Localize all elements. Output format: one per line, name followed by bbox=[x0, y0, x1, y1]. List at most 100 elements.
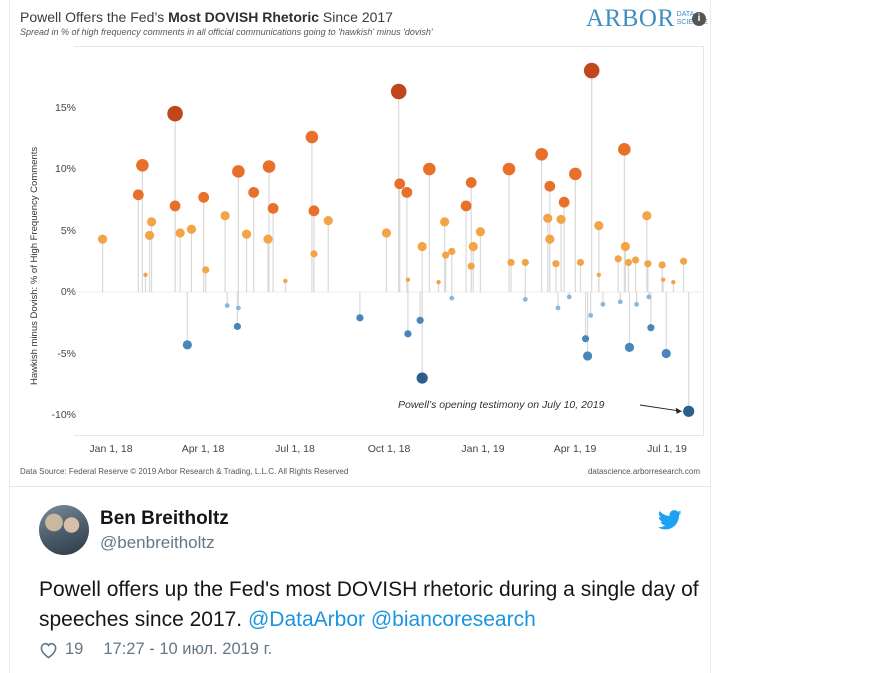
data-point bbox=[305, 130, 319, 144]
data-point bbox=[308, 205, 320, 217]
data-point bbox=[241, 229, 252, 239]
x-tick-label: Jul 1, 19 bbox=[647, 443, 687, 455]
data-point bbox=[642, 211, 652, 221]
source-url[interactable]: datascience.arborresearch.com bbox=[587, 467, 700, 476]
data-point bbox=[323, 216, 333, 226]
data-point bbox=[661, 348, 671, 359]
data-point bbox=[543, 213, 553, 223]
data-point bbox=[167, 105, 183, 122]
data-point bbox=[545, 234, 555, 244]
data-point bbox=[132, 189, 144, 201]
data-source: Data Source: Federal Reserve © 2019 Arbo… bbox=[20, 467, 349, 476]
data-point bbox=[631, 256, 640, 264]
data-point bbox=[381, 228, 392, 238]
data-point bbox=[169, 200, 181, 212]
data-point bbox=[581, 335, 590, 343]
tweet-meta: 19 17:27 - 10 июл. 2019 г. bbox=[39, 640, 272, 659]
data-point bbox=[507, 258, 515, 267]
data-point bbox=[97, 234, 108, 244]
data-point bbox=[647, 324, 655, 332]
chart-image[interactable]: Powell Offers the Fed’s Most DOVISH Rhet… bbox=[10, 0, 710, 486]
tweet-text: Powell offers up the Fed's most DOVISH r… bbox=[39, 578, 699, 631]
data-point bbox=[248, 186, 260, 198]
data-point bbox=[405, 277, 411, 282]
data-point bbox=[283, 278, 288, 284]
data-point bbox=[558, 196, 570, 208]
data-point bbox=[390, 83, 407, 100]
data-point bbox=[600, 301, 606, 307]
data-point bbox=[394, 178, 406, 190]
data-point bbox=[569, 167, 582, 181]
y-tick-label: 5% bbox=[60, 225, 76, 237]
divider bbox=[10, 486, 710, 487]
data-point bbox=[582, 351, 593, 361]
data-point bbox=[658, 261, 666, 269]
avatar[interactable] bbox=[39, 505, 89, 555]
data-point bbox=[624, 342, 635, 352]
annotation-arrowhead bbox=[675, 407, 682, 414]
data-point bbox=[182, 340, 192, 350]
data-point bbox=[235, 305, 241, 311]
data-point bbox=[310, 250, 318, 258]
chart-marks bbox=[74, 62, 704, 417]
data-point bbox=[423, 162, 436, 176]
arbor-logo: ARBOR DATA SCIENCE i bbox=[586, 4, 708, 34]
data-point bbox=[614, 255, 622, 263]
data-point bbox=[356, 314, 364, 322]
data-point bbox=[618, 143, 631, 156]
data-point bbox=[198, 191, 210, 203]
twitter-bird-icon[interactable] bbox=[658, 510, 682, 530]
data-point bbox=[552, 260, 560, 268]
data-point bbox=[620, 241, 630, 252]
x-tick-label: Apr 1, 18 bbox=[181, 443, 225, 455]
data-point bbox=[583, 62, 600, 79]
info-icon: i bbox=[692, 12, 706, 26]
data-point bbox=[202, 266, 210, 274]
data-point bbox=[535, 147, 548, 161]
data-point bbox=[416, 316, 424, 324]
data-point bbox=[220, 211, 230, 221]
author-name[interactable]: Ben Breitholtz bbox=[100, 508, 229, 529]
data-point bbox=[136, 159, 149, 172]
heart-icon[interactable] bbox=[39, 641, 58, 659]
data-point bbox=[556, 214, 566, 225]
data-point bbox=[522, 296, 528, 302]
data-point bbox=[460, 200, 472, 212]
tweet-timestamp[interactable]: 17:27 - 10 июл. 2019 г. bbox=[103, 640, 273, 658]
data-point bbox=[144, 230, 155, 241]
plot-area bbox=[74, 46, 704, 436]
data-point bbox=[262, 160, 276, 173]
data-point bbox=[683, 405, 695, 417]
data-point bbox=[576, 258, 585, 267]
x-tick-label: Jan 1, 18 bbox=[89, 443, 133, 455]
data-point bbox=[404, 330, 412, 338]
data-point bbox=[143, 272, 148, 277]
x-tick-label: Jan 1, 19 bbox=[461, 443, 505, 455]
data-point bbox=[521, 258, 529, 267]
x-tick-label: Jul 1, 18 bbox=[275, 443, 315, 455]
mention-link[interactable]: @biancoresearch bbox=[370, 608, 536, 631]
data-point bbox=[448, 247, 456, 256]
author-handle[interactable]: @benbreitholtz bbox=[100, 533, 215, 552]
data-point bbox=[186, 224, 197, 234]
data-point bbox=[594, 220, 604, 231]
annotation-arrow bbox=[639, 404, 682, 412]
chart-subtitle: Spread in % of high frequency comments i… bbox=[20, 27, 433, 37]
data-point bbox=[468, 241, 478, 252]
data-point bbox=[588, 312, 594, 318]
data-point bbox=[465, 177, 477, 188]
mention-link[interactable]: @DataArbor bbox=[247, 608, 366, 631]
data-point bbox=[634, 301, 640, 307]
logo-word: ARBOR bbox=[586, 5, 675, 32]
data-point bbox=[660, 277, 666, 282]
like-count[interactable]: 19 bbox=[65, 640, 84, 658]
x-tick-label: Apr 1, 19 bbox=[553, 443, 597, 455]
data-point bbox=[263, 234, 273, 244]
data-point bbox=[175, 228, 185, 238]
data-point bbox=[596, 272, 602, 277]
y-tick-label: 15% bbox=[54, 102, 76, 114]
y-tick-label: 0% bbox=[60, 286, 76, 298]
data-point bbox=[267, 202, 279, 214]
chart-annotation: Powell’s opening testimony on July 10, 2… bbox=[398, 399, 605, 411]
data-point bbox=[401, 186, 413, 198]
